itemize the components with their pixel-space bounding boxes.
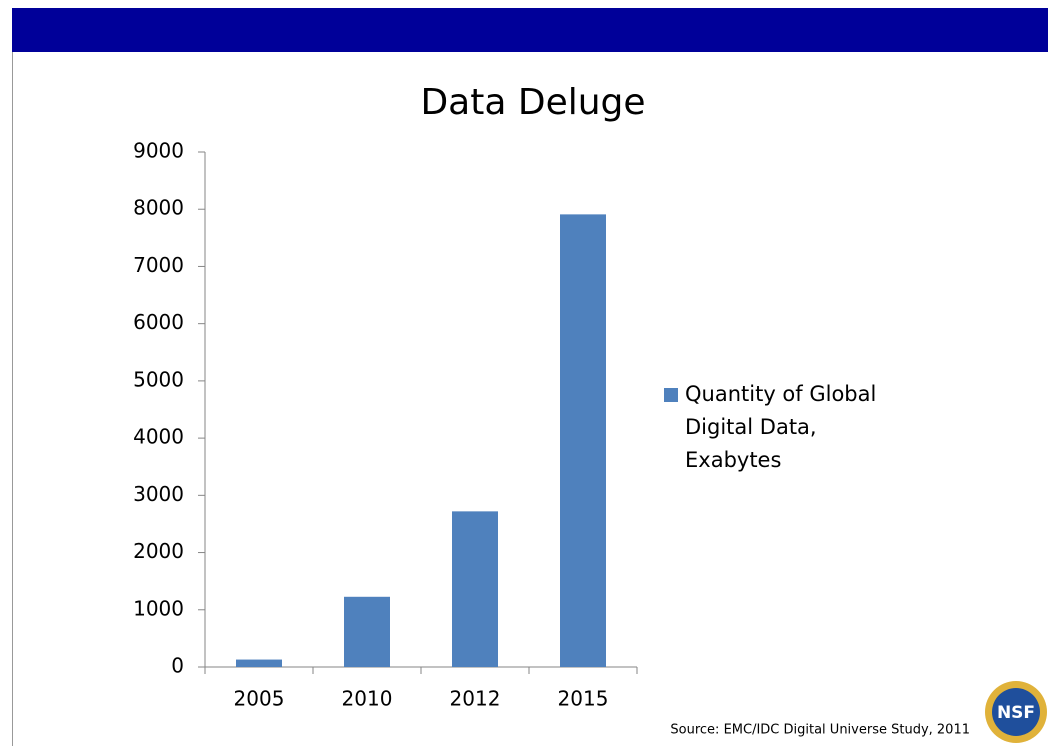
y-tick-label: 7000 — [133, 253, 184, 277]
y-tick-label: 0 — [171, 654, 184, 678]
bar — [560, 214, 606, 667]
legend-label: Quantity of Global Digital Data, Exabyte… — [685, 382, 877, 472]
legend-swatch — [664, 388, 678, 402]
nsf-logo: NSF — [985, 681, 1047, 743]
x-tick-label: 2015 — [558, 687, 609, 711]
bar — [452, 511, 498, 667]
y-tick-label: 9000 — [133, 139, 184, 163]
x-tick-label: 2012 — [450, 687, 501, 711]
logo-disc — [992, 688, 1040, 736]
y-tick-label: 4000 — [133, 425, 184, 449]
chart-title: Data Deluge — [420, 82, 645, 123]
header-bar — [12, 8, 1048, 52]
y-tick-label: 3000 — [133, 482, 184, 506]
y-tick-label: 2000 — [133, 539, 184, 563]
source-note: Source: EMC/IDC Digital Universe Study, … — [670, 723, 970, 738]
y-tick-label: 5000 — [133, 367, 184, 391]
logo-text: NSF — [997, 703, 1035, 723]
y-tick-label: 8000 — [133, 196, 184, 220]
y-tick-label: 1000 — [133, 596, 184, 620]
x-tick-label: 2005 — [234, 687, 285, 711]
y-tick-label: 6000 — [133, 310, 184, 334]
bar — [344, 596, 390, 667]
bar — [236, 659, 282, 667]
x-tick-label: 2010 — [342, 687, 393, 711]
